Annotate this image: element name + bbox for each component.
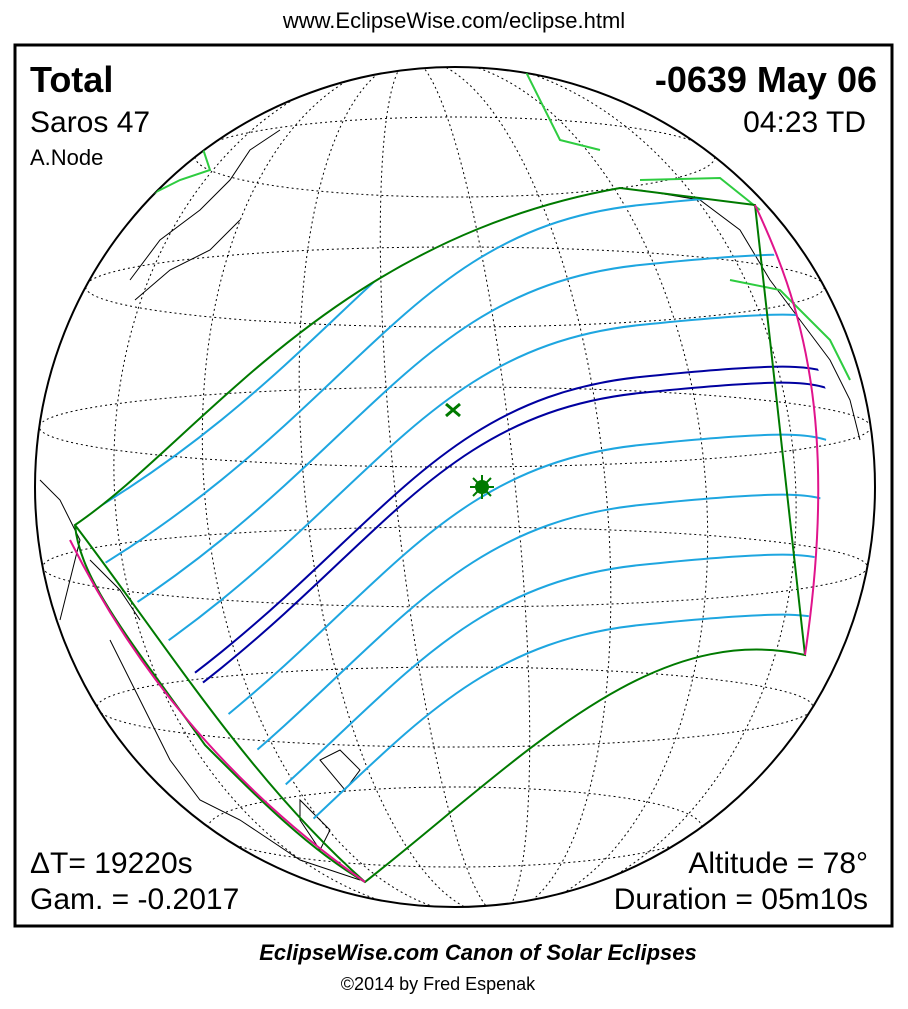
meridian [379,67,531,907]
globe [34,66,876,908]
magnitude-curve [75,193,830,591]
url: www.EclipseWise.com/eclipse.html [282,8,625,33]
eclipse-date: -0639 May 06 [655,59,877,100]
saros: Saros 47 [30,106,150,139]
greatest-eclipse [470,475,494,499]
meridian [113,67,797,907]
subsolar-point [445,402,461,418]
magnitude-curve [75,253,830,651]
magnitude-curve [75,188,830,531]
meridian [298,67,612,907]
magnitude-curve [75,433,830,831]
borders [139,67,851,381]
magnitude-curve [75,493,830,882]
gamma: Gam. = -0.2017 [30,883,239,916]
altitude: Altitude = 78° [688,847,868,880]
duration: Duration = 05m10s [614,883,868,916]
time: 04:23 TD [743,106,866,139]
node: A.Node [30,145,103,170]
magnitude-curve [75,313,830,711]
footer-title: EclipseWise.com Canon of Solar Eclipses [259,940,697,965]
eclipse-type: Total [30,59,113,100]
sunrise-sunset-curves [69,204,820,883]
penumbra-limits [73,186,807,884]
copyright: ©2014 by Fred Espenak [341,974,536,994]
parallel [207,786,703,868]
central-path [75,365,830,779]
parallel [96,666,814,748]
parallel [194,116,716,198]
meridian [201,67,709,907]
delta-t: ΔT= 19220s [30,847,193,880]
coastlines [39,129,861,881]
